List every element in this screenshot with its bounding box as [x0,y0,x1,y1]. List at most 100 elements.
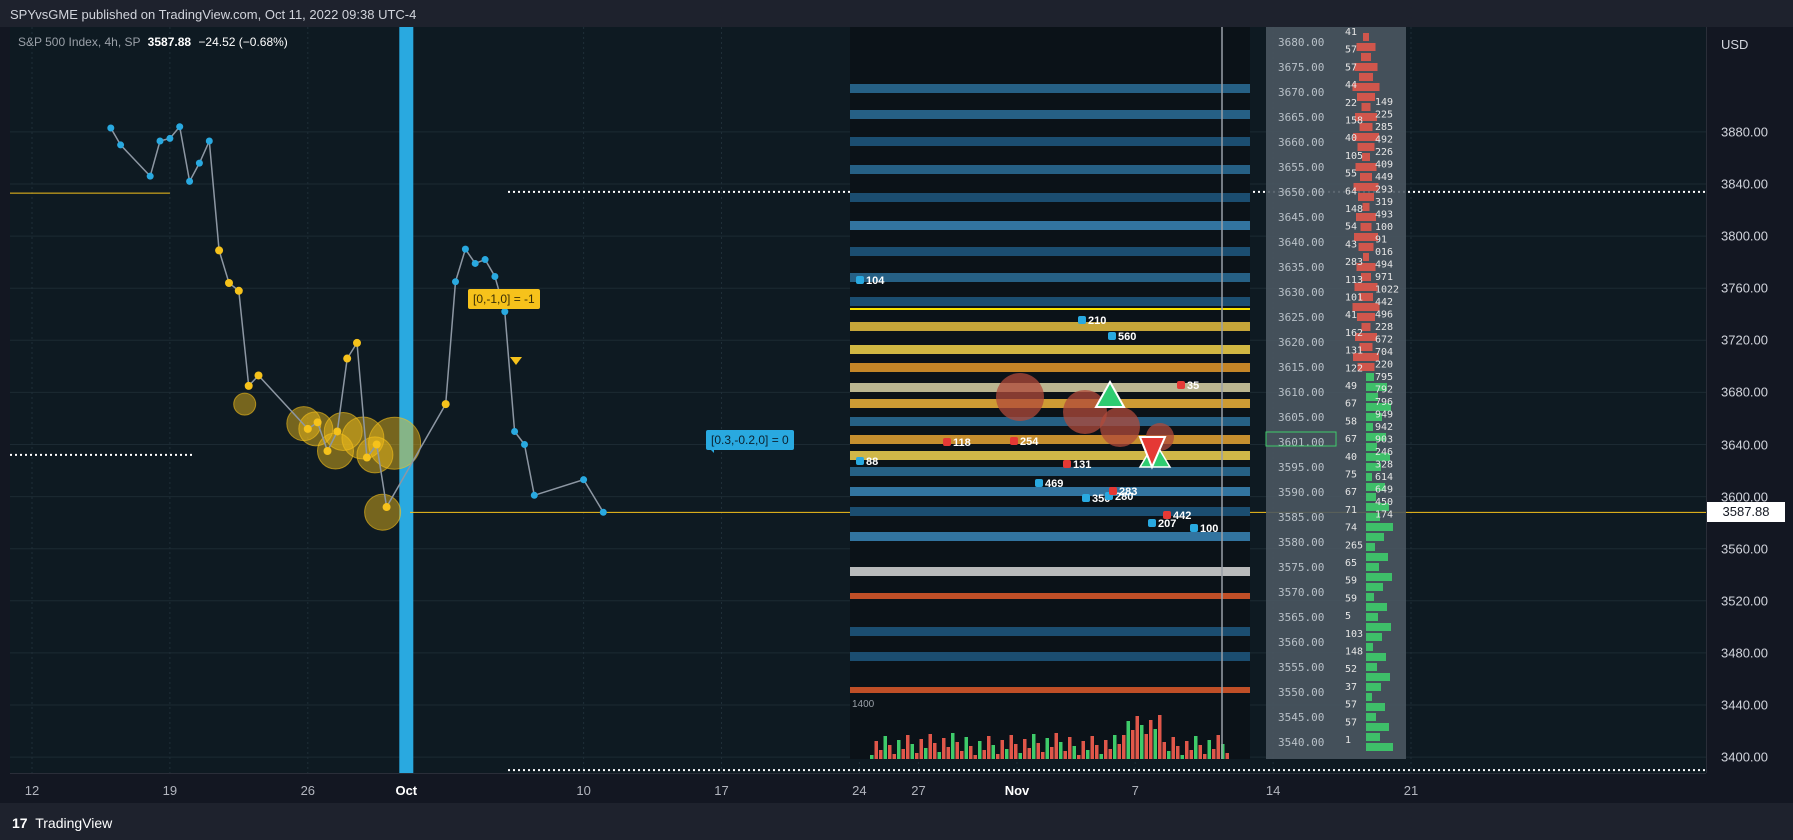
depth-bar [1366,553,1388,561]
order-size-label: 118 [953,437,971,449]
volume-bar [1212,749,1216,759]
bid-ask-size: 113 [1345,275,1363,286]
liquidity-band [850,399,1250,408]
bid-ask-size: 649 [1375,485,1393,496]
price-point [205,137,213,145]
volume-bar [996,754,1000,759]
volume-bar [915,753,919,759]
order-marker [1190,524,1198,532]
price-point [186,177,194,185]
bid-ask-size: 58 [1345,416,1357,427]
price-tick-label: 3400.00 [1721,749,1768,765]
bid-ask-size: 971 [1375,272,1393,283]
depth-bar [1366,733,1380,741]
price-point [511,427,519,435]
volume-bar [955,742,959,759]
price-point [382,503,391,512]
bid-ask-size: 149 [1375,97,1393,108]
bid-ask-size: 100 [1375,222,1393,233]
depth-bar [1357,93,1375,101]
bid-ask-size: 614 [1375,472,1393,483]
depth-bar [1361,323,1371,331]
yellow-tip-pointer [510,357,522,365]
volume-bar [1077,755,1081,759]
price-point [333,427,342,436]
bid-ask-size: 704 [1375,347,1393,358]
current-price-tag: 3587.88 [1707,502,1785,523]
order-marker [856,276,864,284]
bid-ask-size: 122 [1345,363,1363,374]
volume-bar [892,754,896,759]
price-tick-label: 3600.00 [1721,489,1768,505]
bid-ask-size: 148 [1345,204,1363,215]
depth-bar [1366,563,1379,571]
ladder-background [1266,27,1406,759]
bid-ask-size: 1022 [1375,285,1399,296]
depth-bar [1358,243,1374,251]
publisher-text: SPYvsGME published on TradingView.com, O… [10,7,417,22]
order-size-label: 280 [1115,491,1133,503]
bid-ask-size: 319 [1375,197,1393,208]
volume-bar [1104,740,1108,759]
depth-bar [1366,433,1386,441]
depth-bar [1366,713,1376,721]
depth-bar [1361,103,1371,111]
price-tick-label: 3720.00 [1721,332,1768,348]
depth-bar [1353,133,1379,141]
volume-bar [1063,751,1067,759]
volume-bar [1158,715,1162,759]
depth-bar [1366,503,1389,511]
plot-area[interactable]: 1400 104 210 560 35 118 254 88 131 469 350 280 283 44… [10,27,1706,773]
bid-ask-size: 493 [1375,210,1393,221]
ladder-price: 3620.00 [1278,336,1324,349]
volume-bar [991,745,995,759]
ladder-price: 3615.00 [1278,361,1324,374]
order-size-label: 469 [1045,478,1063,490]
tradingview-brand[interactable]: 17 TradingView [12,815,112,831]
volume-bar [1027,748,1031,759]
volume-bar [1045,738,1049,759]
legend-symbol[interactable]: S&P 500 Index, 4h, SP [18,35,141,49]
volume-bar [1189,750,1193,759]
time-axis[interactable]: 12 19 26 Oct 10 17 24 27 Nov 7 14 21 [10,773,1706,804]
order-size-label: 442 [1173,510,1191,522]
time-tick-label: 7 [1131,783,1139,798]
volume-bar [1140,725,1144,759]
depth-bar [1366,623,1391,631]
ladder-price: 3540.00 [1278,736,1324,749]
bid-ask-size: 44 [1345,80,1357,91]
depth-bar [1366,453,1390,461]
liquidity-band [850,627,1250,636]
order-size-label: 88 [866,456,878,468]
volume-bar [1207,740,1211,759]
bid-ask-size: 57 [1345,700,1357,711]
bid-ask-size: 158 [1345,116,1363,127]
blue-annotation-tip[interactable]: [0.3,-0.2,0] = 0 [706,430,794,450]
depth-bar [1363,253,1369,261]
depth-bar [1366,393,1378,401]
time-tick-label: 12 [24,783,40,798]
bid-ask-size: 41 [1345,310,1357,321]
bid-ask-size: 40 [1345,133,1357,144]
volume-bar [883,736,887,759]
trade-bubble [1063,390,1107,434]
ladder-price: 3655.00 [1278,161,1324,174]
price-tick-label: 3480.00 [1721,645,1768,661]
bid-ask-size: 57 [1345,62,1357,73]
order-marker [1035,479,1043,487]
volume-bar [1050,747,1054,759]
order-size-label: 210 [1088,315,1106,327]
depth-bar [1366,423,1373,431]
volume-bar [1081,741,1085,759]
legend-last-price: 3587.88 [147,35,192,49]
volume-bar [1005,749,1009,759]
volume-bar [874,741,878,759]
signal-bubble [364,493,402,531]
volume-bar [870,755,874,759]
bid-ask-size: 43 [1345,239,1357,250]
bid-ask-size: 74 [1345,523,1357,534]
price-axis[interactable]: USD 3880.00 3840.00 3800.00 3760.00 3720.00 3… [1706,27,1793,817]
yellow-annotation-tip[interactable]: [0,-1,0] = -1 [468,289,540,309]
volume-bar [928,734,932,759]
